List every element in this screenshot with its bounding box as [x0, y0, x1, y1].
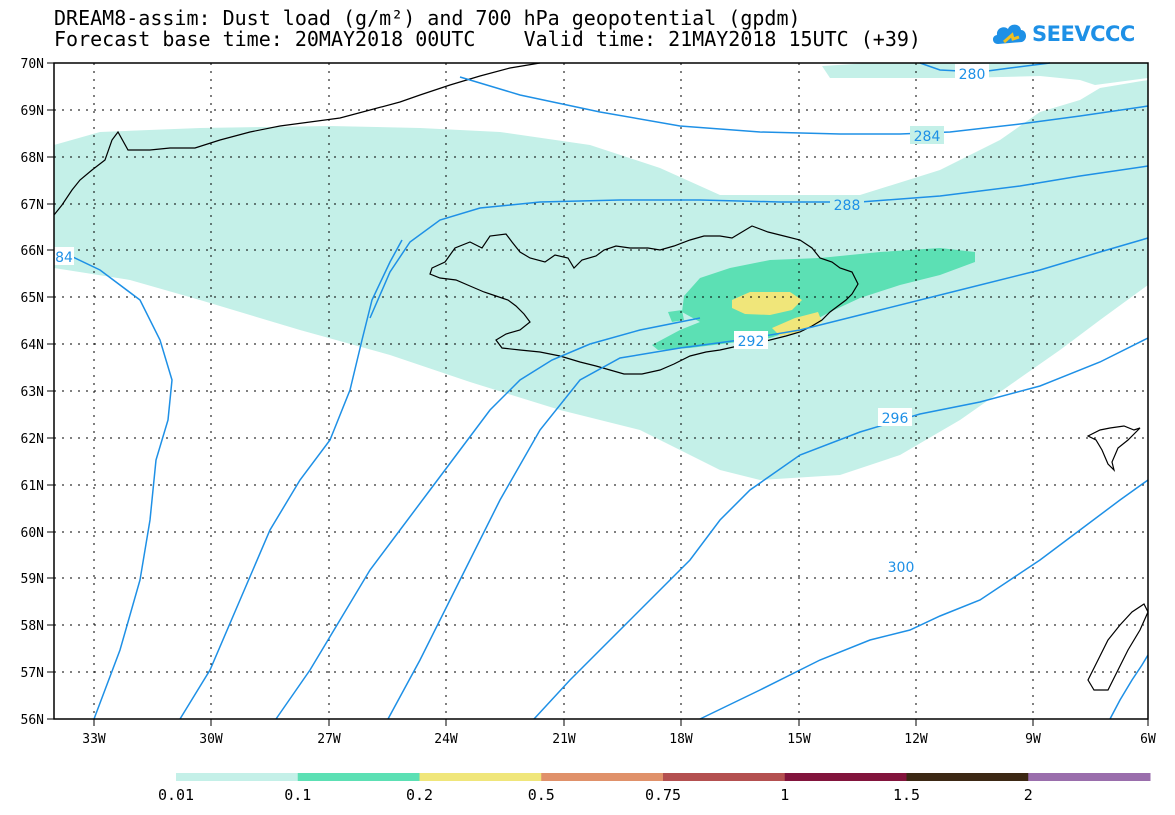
lat-label: 65N — [21, 291, 44, 306]
lon-label: 30W — [199, 732, 223, 747]
lon-label: 33W — [82, 732, 106, 747]
scotland-coast — [1087, 603, 1149, 691]
chart-title: DREAM8-assim: Dust load (g/m²) and 700 h… — [54, 6, 801, 30]
contour-label-300: 300 — [888, 560, 915, 576]
contour-label-288: 288 — [834, 198, 861, 214]
legend-label: 0.75 — [645, 786, 681, 804]
lon-label: 9W — [1025, 732, 1041, 747]
lat-label: 60N — [21, 526, 44, 541]
lat-label: 61N — [21, 479, 44, 494]
lat-label: 66N — [21, 244, 44, 259]
contour-west-1 — [53, 247, 173, 720]
lat-labels: 70N 69N 68N 67N 66N 65N 64N 63N 62N 61N … — [21, 57, 44, 728]
legend-swatch — [1028, 773, 1151, 781]
title-block: DREAM8-assim: Dust load (g/m²) and 700 h… — [54, 8, 921, 50]
contour-284 — [459, 76, 1149, 135]
legend-swatch — [784, 773, 907, 781]
dust-area-0.1-spot — [668, 310, 684, 322]
legend-label: 2 — [1024, 786, 1033, 804]
legend-label: 0.01 — [158, 786, 194, 804]
contour-292 — [387, 237, 1149, 720]
lon-label: 27W — [317, 732, 341, 747]
cloud-icon — [992, 24, 1027, 44]
chart-subtitle: Forecast base time: 20MAY2018 00UTC Vali… — [54, 27, 921, 51]
contour-label-284: 284 — [914, 129, 941, 145]
contour-west-2 — [179, 239, 403, 720]
legend-label: 0.2 — [406, 786, 433, 804]
contour-se — [1109, 654, 1149, 720]
contour-west-3 — [275, 317, 701, 720]
lon-label: 15W — [787, 732, 811, 747]
lat-label: 69N — [21, 104, 44, 119]
dust-area-0.2-south — [772, 312, 822, 336]
legend-swatch — [176, 773, 299, 781]
coastlines — [53, 62, 1149, 691]
contour-lines — [53, 62, 1149, 720]
contour-296 — [533, 337, 1149, 720]
legend-swatch — [663, 773, 786, 781]
contour-label-group: 280 284 288 292 296 300 84 — [54, 64, 989, 576]
lat-label: 67N — [21, 198, 44, 213]
contour-label-296: 296 — [882, 411, 909, 427]
tick-marks — [47, 62, 1149, 726]
contour-300 — [699, 479, 1149, 720]
lon-label: 24W — [434, 732, 458, 747]
lat-label: 56N — [21, 713, 44, 728]
lat-label: 62N — [21, 432, 44, 447]
color-legend: 0.01 0.1 0.2 0.5 0.75 1 1.5 2 — [158, 773, 1151, 804]
legend-swatch — [419, 773, 542, 781]
dust-area-0.01 — [54, 80, 1148, 480]
contour-label-292: 292 — [738, 334, 765, 350]
seevccc-logo: SEEVCCC — [990, 18, 1135, 50]
dust-area-0.2 — [732, 292, 802, 315]
legend-swatch — [297, 773, 420, 781]
lat-label: 59N — [21, 572, 44, 587]
lat-label: 68N — [21, 151, 44, 166]
lon-label: 21W — [552, 732, 576, 747]
contour-288 — [369, 165, 1149, 319]
lon-label: 12W — [904, 732, 928, 747]
lon-labels: 33W 30W 27W 24W 21W 18W 15W 12W 9W 6W — [82, 732, 1156, 747]
dust-area-0.1 — [652, 248, 975, 350]
lon-label: 6W — [1140, 732, 1156, 747]
legend-swatch — [541, 773, 664, 781]
legend-label: 1 — [780, 786, 789, 804]
legend-label: 1.5 — [893, 786, 920, 804]
contour-label-284-west: 84 — [55, 250, 73, 266]
faroe-coast — [1086, 425, 1141, 472]
lat-label: 58N — [21, 619, 44, 634]
legend-label: 0.5 — [528, 786, 555, 804]
greenland-coast — [53, 62, 541, 216]
lat-label: 57N — [21, 666, 44, 681]
iceland-coast — [429, 225, 859, 375]
lat-label: 70N — [21, 57, 44, 72]
legend-label: 0.1 — [284, 786, 311, 804]
lat-label: 63N — [21, 385, 44, 400]
contour-label-280: 280 — [959, 67, 986, 83]
lon-label: 18W — [669, 732, 693, 747]
logo-text: SEEVCCC — [1032, 22, 1135, 46]
legend-swatch — [906, 773, 1029, 781]
lat-label: 64N — [21, 338, 44, 353]
